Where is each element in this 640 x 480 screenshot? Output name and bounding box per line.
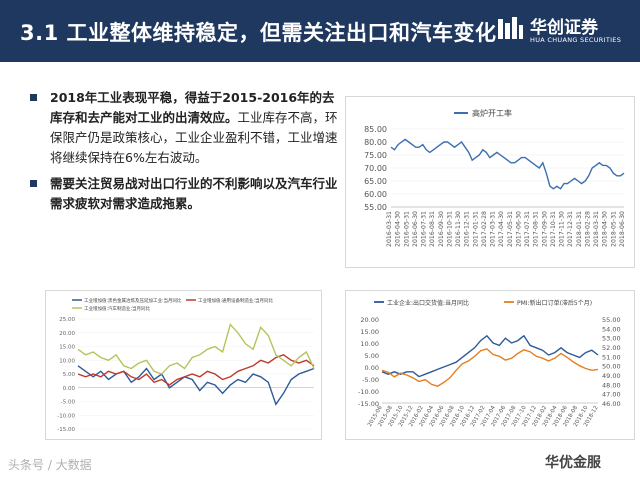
x-tick-label: 2017-04-30 <box>498 211 505 247</box>
y-tick-label: 10.00 <box>59 358 75 364</box>
series-line <box>381 334 599 378</box>
y-tick-label-left: 5.00 <box>365 352 379 360</box>
legend-label: 工业企业:出口交货值:当月同比 <box>387 299 469 307</box>
x-tick-label: 2017-07-31 <box>524 211 531 247</box>
x-tick-label: 2016-08-31 <box>429 211 436 247</box>
x-tick-label: 2017-11-30 <box>559 211 566 247</box>
y-tick-label-left: 20.00 <box>360 316 379 324</box>
chart-export-delivery: -15.00 -10.00 -5.00 0.00 5.00 10.00 15.00 20.00… <box>345 290 635 440</box>
y-tick-label-right: 50.00 <box>602 363 621 371</box>
y-tick-label-left: 10.00 <box>360 340 379 348</box>
x-tick-label: 2016-12-31 <box>464 211 471 247</box>
x-tick-label: 2016-07-31 <box>421 211 428 247</box>
logo-text-cn: 华创证券 <box>530 18 598 38</box>
series-line <box>77 365 315 406</box>
legend-label: PMI:新出口订单(滞后5个月) <box>517 299 592 307</box>
bullet-square-icon <box>30 94 37 101</box>
y-tick-label-left: -10.00 <box>358 388 379 396</box>
series-line <box>390 138 625 190</box>
chart-blast-furnace: 55.00 60.00 65.00 70.00 75.00 80.00 85.00 2016-… <box>345 96 635 268</box>
chart-industrial-value-added-svg: -15.00 -10.00 -5.00 0.00 5.00 10.00 15.00 20.00… <box>57 297 315 433</box>
bullet-square-icon <box>30 180 37 187</box>
x-tick-label: 2017-09-30 <box>541 211 548 247</box>
x-tick-label: 2016-10-31 <box>446 211 453 247</box>
x-tick-label: 2016-03-31 <box>386 211 393 247</box>
x-tick-label: 2018-05-31 <box>610 211 617 247</box>
y-tick-label: -10.00 <box>57 413 75 419</box>
watermark-left: 头条号 / 大数据 <box>8 458 92 472</box>
y-tick-label: 75.00 <box>364 151 387 160</box>
x-tick-label: 2018-01-31 <box>576 211 583 247</box>
x-tick-label: 2016-09-30 <box>438 211 445 247</box>
y-tick-label: -5.00 <box>61 400 76 406</box>
y-tick-label-right: 53.00 <box>602 335 621 343</box>
logo-mark-icon <box>498 17 523 39</box>
chart-export-delivery-svg: -15.00 -10.00 -5.00 0.00 5.00 10.00 15.00 20.00… <box>358 299 621 428</box>
legend-label: 工业增加值:通用设备制造业:当月同比 <box>198 297 274 304</box>
y-tick-label-left: 15.00 <box>360 328 379 336</box>
y-tick-label-left: 0.00 <box>365 364 379 372</box>
slide-title: 3.1 工业整体维持稳定，但需关注出口和汽车变化 <box>20 21 497 45</box>
bullet-item: 2018年工业表现平稳，得益于2015-2016年的去库存和去产能对工业的出清效… <box>30 88 340 168</box>
bullet-text: 工业库存不高，环保限产仍是政策核心，工业企业盈利不错，工业增速将继续保持在6%左… <box>50 110 338 165</box>
y-tick-label-left: -5.00 <box>362 376 379 384</box>
x-tick-label: 2017-02-28 <box>481 211 488 247</box>
watermark-right: 华优金服 <box>545 455 601 471</box>
y-tick-label: 0.00 <box>63 386 76 392</box>
y-tick-label: 85.00 <box>364 125 387 134</box>
y-tick-label: 15.00 <box>59 345 75 351</box>
y-tick-label-right: 55.00 <box>602 316 621 324</box>
y-tick-label: -15.00 <box>57 427 75 433</box>
x-tick-label: 2018-04-30 <box>602 211 609 247</box>
bullet-bold-text: 需要关注贸易战对出口行业的不利影响以及汽车行业需求疲软对需求造成拖累。 <box>50 176 338 211</box>
x-tick-label: 2016-04-30 <box>395 211 402 247</box>
x-tick-label: 2018-06-30 <box>619 211 626 247</box>
x-tick-label: 2016-11-30 <box>455 211 462 247</box>
series-line <box>77 354 315 386</box>
x-tick-label: 2018-03-31 <box>593 211 600 247</box>
y-tick-label-right: 46.00 <box>602 400 621 408</box>
x-tick-label: 2017-06-30 <box>515 211 522 247</box>
y-tick-label-left: -15.00 <box>358 400 379 408</box>
y-tick-label: 55.00 <box>364 203 387 212</box>
bullet-bold-text: 2018年工业表现平稳，得益于2015-2016年的去库存和去产能对工业的出清效… <box>50 90 335 125</box>
y-tick-label-right: 54.00 <box>602 325 621 333</box>
y-tick-label: 70.00 <box>364 164 387 173</box>
y-tick-label-right: 51.00 <box>602 353 621 361</box>
y-tick-label-right: 49.00 <box>602 372 621 380</box>
x-tick-label: 2016-06-30 <box>412 211 419 247</box>
logo-text-en: HUA CHUANG SECURITIES <box>530 36 622 44</box>
series-line <box>77 323 315 375</box>
x-tick-label: 2017-10-31 <box>550 211 557 247</box>
bullet-item: 需要关注贸易战对出口行业的不利影响以及汽车行业需求疲软对需求造成拖累。 <box>30 174 340 214</box>
y-tick-label: 20.00 <box>59 331 75 337</box>
chart-industrial-value-added: -15.00 -10.00 -5.00 0.00 5.00 10.00 15.00 20.00… <box>45 290 322 440</box>
y-tick-label: 80.00 <box>364 138 387 147</box>
y-tick-label: 5.00 <box>63 372 76 378</box>
x-tick-label: 2017-08-31 <box>533 211 540 247</box>
y-tick-label: 25.00 <box>59 317 75 323</box>
legend-label: 工业增加值:黑色金属冶炼及压延加工业:当月同比 <box>84 297 182 304</box>
bullet-list: 2018年工业表现平稳，得益于2015-2016年的去库存和去产能对工业的出清效… <box>30 88 340 220</box>
x-tick-label: 2017-05-31 <box>507 211 514 247</box>
x-tick-label: 2016-05-31 <box>403 211 410 247</box>
y-tick-label: 65.00 <box>364 177 387 186</box>
series-line <box>381 348 599 387</box>
company-logo: 华创证券 HUA CHUANG SECURITIES <box>496 13 626 49</box>
legend-label: 高炉开工率 <box>472 108 512 118</box>
y-tick-label-right: 47.00 <box>602 391 621 399</box>
y-tick-label-right: 48.00 <box>602 381 621 389</box>
y-tick-label-right: 52.00 <box>602 344 621 352</box>
slide-header: 3.1 工业整体维持稳定，但需关注出口和汽车变化 华创证券 HUA CHUANG… <box>0 0 640 62</box>
x-tick-label: 2017-12-31 <box>567 211 574 247</box>
y-tick-label: 60.00 <box>364 190 387 199</box>
x-tick-label: 2017-03-31 <box>490 211 497 247</box>
x-tick-label: 2018-02-28 <box>584 211 591 247</box>
legend-label: 工业增加值:汽车制造业:当月同比 <box>84 305 151 312</box>
x-tick-label: 2017-01-31 <box>472 211 479 247</box>
chart-blast-furnace-svg: 55.00 60.00 65.00 70.00 75.00 80.00 85.00 2016-… <box>364 108 626 247</box>
